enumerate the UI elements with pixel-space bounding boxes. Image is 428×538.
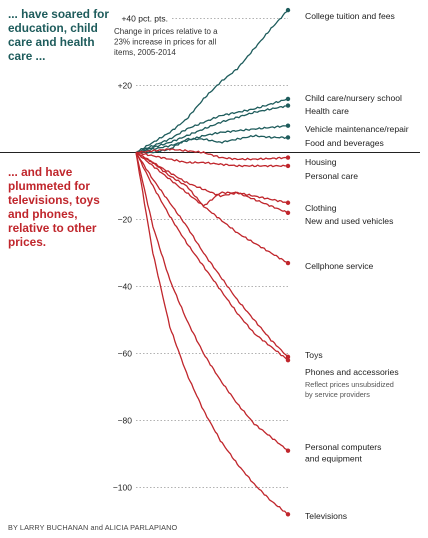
series-line-health-care bbox=[135, 104, 289, 154]
series-label-text: Televisions bbox=[305, 511, 347, 521]
y-tick-label: +40 pct. pts. bbox=[121, 14, 168, 24]
series-line-college-tuition-and-fees bbox=[135, 9, 289, 154]
series-label-text: Phones and accessories bbox=[305, 367, 399, 377]
series-label-personal-care: Personal care bbox=[305, 171, 358, 181]
series-line-vehicle-maintenance-repair bbox=[135, 125, 289, 154]
y-tick-label: +20 bbox=[118, 81, 133, 91]
series-end-dot-personal-computers-and-equipment bbox=[285, 448, 291, 453]
series-label-text: Clothing bbox=[305, 203, 337, 213]
series-line-food-and-beverages bbox=[136, 134, 288, 154]
series-label-text: and equipment bbox=[305, 454, 362, 464]
series-end-dot-toys bbox=[285, 354, 291, 360]
series-line-toys bbox=[135, 152, 289, 358]
series-label-text: Personal care bbox=[305, 171, 358, 181]
series-label-text: Child care/nursery school bbox=[305, 93, 402, 103]
y-tick-label: −80 bbox=[118, 416, 133, 426]
series-line-personal-care bbox=[135, 151, 288, 168]
series-label-text: New and used vehicles bbox=[305, 216, 393, 226]
series-end-dot-housing bbox=[285, 155, 291, 160]
series-end-dot-clothing bbox=[285, 200, 291, 205]
y-tick-label: −40 bbox=[118, 282, 133, 292]
series-end-dot-vehicle-maintenance-repair bbox=[285, 123, 291, 128]
headline-soared: ... have soared for education, child car… bbox=[8, 7, 109, 63]
series-label-cellphone-service: Cellphone service bbox=[305, 261, 374, 271]
series-line-televisions bbox=[135, 152, 289, 515]
series-end-dot-health-care bbox=[285, 103, 291, 108]
series-label-health-care: Health care bbox=[305, 106, 349, 116]
series-end-dot-personal-care bbox=[285, 163, 291, 169]
series-label-child-care-nursery-school: Child care/nursery school bbox=[305, 93, 402, 103]
series-line-housing bbox=[135, 148, 289, 161]
series-line-personal-computers-and-equipment bbox=[135, 152, 289, 452]
series-end-dot-phones-and-accessories bbox=[285, 358, 291, 363]
series-label-text: Housing bbox=[305, 157, 337, 167]
series-end-dot-televisions bbox=[285, 512, 291, 517]
series-end-dot-college-tuition-and-fees bbox=[285, 7, 291, 13]
series-line-cellphone-service bbox=[135, 151, 289, 264]
series-label-text: Cellphone service bbox=[305, 261, 374, 271]
series-label-text: College tuition and fees bbox=[305, 11, 395, 21]
series-label-text: Vehicle maintenance/repair bbox=[305, 124, 409, 134]
series-label-personal-computers-and-equipment: Personal computers and equipment bbox=[305, 442, 381, 464]
series-label-new-and-used-vehicles: New and used vehicles bbox=[305, 216, 393, 226]
chart-note: Change in prices relative to a 23% increa… bbox=[114, 27, 218, 57]
series-line-new-and-used-vehicles bbox=[135, 151, 289, 214]
series-lines bbox=[135, 7, 291, 517]
series-label-food-and-beverages: Food and beverages bbox=[305, 138, 384, 148]
series-label-text: Health care bbox=[305, 106, 349, 116]
series-label-televisions: Televisions bbox=[305, 511, 347, 521]
series-label-phones-and-accessories: Phones and accessories Reflect prices uns… bbox=[305, 367, 399, 399]
series-label-clothing: Clothing bbox=[305, 203, 337, 213]
series-label-text: Personal computers bbox=[305, 442, 381, 452]
grid-lines: +40 pct. pts. +20 −20 −40 −60 −80 −100 bbox=[113, 14, 288, 493]
chart-note-line: 23% increase in prices for all bbox=[114, 38, 216, 47]
series-end-dot-child-care-nursery-school bbox=[285, 96, 291, 102]
headline-plummeted: ... and have plummeted for televisions, … bbox=[8, 165, 100, 249]
y-tick-label: −100 bbox=[113, 483, 132, 493]
series-label-toys: Toys bbox=[305, 350, 323, 360]
series-labels: College tuition and fees Child care/nurse… bbox=[305, 11, 409, 521]
series-end-dot-food-and-beverages bbox=[285, 135, 291, 140]
series-label-note: by service providers bbox=[305, 390, 370, 399]
series-end-dot-cellphone-service bbox=[285, 260, 291, 266]
series-end-dot-new-and-used-vehicles bbox=[285, 210, 291, 215]
series-line-phones-and-accessories bbox=[135, 152, 289, 361]
series-label-note: Reflect prices unsubsidized bbox=[305, 380, 394, 389]
series-line-clothing bbox=[135, 151, 289, 204]
y-tick-label: −60 bbox=[118, 349, 133, 359]
series-label-housing: Housing bbox=[305, 157, 337, 167]
series-label-text: Toys bbox=[305, 350, 323, 360]
series-line-child-care-nursery-school bbox=[135, 98, 289, 154]
series-label-text: Food and beverages bbox=[305, 138, 384, 148]
byline: BY LARRY BUCHANAN and ALICIA PARLAPIANO bbox=[8, 523, 178, 532]
series-label-college-tuition-and-fees: College tuition and fees bbox=[305, 11, 395, 21]
chart-note-line: Change in prices relative to a bbox=[114, 27, 218, 36]
y-tick-label: −20 bbox=[118, 215, 133, 225]
series-label-vehicle-maintenance-repair: Vehicle maintenance/repair bbox=[305, 124, 409, 134]
chart-note-line: items, 2005-2014 bbox=[114, 48, 176, 57]
